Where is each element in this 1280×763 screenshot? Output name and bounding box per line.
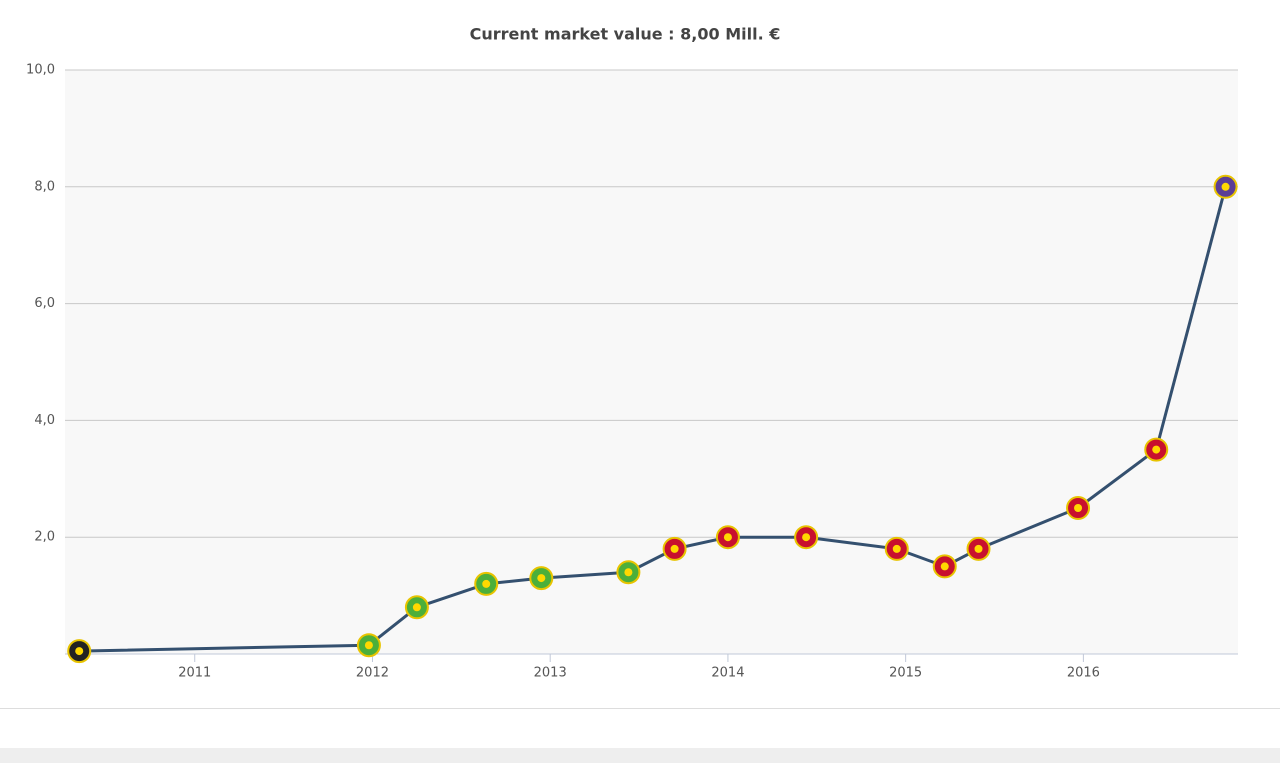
club-marker-center xyxy=(412,603,421,612)
x-tick-label: 2011 xyxy=(178,666,211,681)
club-marker-center xyxy=(802,533,811,542)
y-tick-label: 2,0 xyxy=(34,530,55,545)
x-tick-label: 2013 xyxy=(534,666,567,681)
club-marker-center xyxy=(75,647,84,656)
club-marker-center xyxy=(670,544,679,553)
club-marker-center xyxy=(1221,182,1230,191)
y-tick-label: 8,0 xyxy=(34,179,55,194)
club-marker-center xyxy=(940,562,949,571)
plot-area xyxy=(65,70,1238,654)
y-tick-label: 6,0 xyxy=(34,296,55,311)
club-marker-center xyxy=(624,568,633,577)
club-marker-center xyxy=(482,579,491,588)
club-marker-center xyxy=(723,533,732,542)
club-marker-center xyxy=(364,641,373,650)
x-tick-label: 2014 xyxy=(711,666,744,681)
y-tick-label: 10,0 xyxy=(26,63,55,78)
x-tick-label: 2012 xyxy=(356,666,389,681)
footer-band xyxy=(0,748,1280,763)
chart-title: Current market value : 8,00 Mill. € xyxy=(470,25,781,44)
club-marker-center xyxy=(1074,504,1083,512)
x-tick-label: 2015 xyxy=(889,666,922,681)
club-marker-center xyxy=(892,544,901,553)
x-tick-label: 2016 xyxy=(1067,666,1100,681)
club-marker-center xyxy=(974,544,983,553)
y-tick-label: 4,0 xyxy=(34,413,55,428)
club-marker-center xyxy=(537,574,546,583)
club-marker-center xyxy=(1152,445,1161,454)
